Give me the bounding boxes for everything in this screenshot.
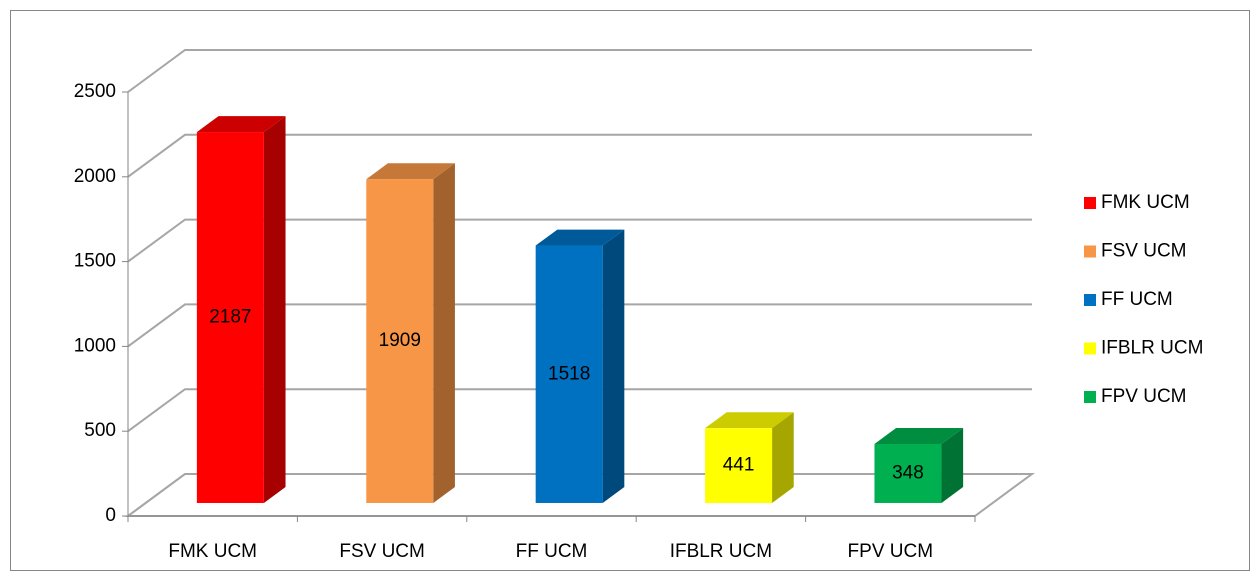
- y-tick-label: 1500: [74, 251, 116, 272]
- bar-top: [874, 427, 964, 444]
- legend-swatch: [1084, 391, 1096, 403]
- x-tick-label: FSV UCM: [339, 541, 425, 562]
- y-tick-label: 0: [105, 505, 116, 526]
- grid-line: [127, 218, 1032, 263]
- bar: [196, 132, 264, 503]
- legend-label: FSV UCM: [1101, 241, 1187, 262]
- grid-line: [127, 303, 1032, 348]
- x-tick-label: IFBLR UCM: [670, 541, 772, 562]
- bar-top: [705, 412, 794, 429]
- x-tick-label: FF UCM: [516, 541, 588, 562]
- x-tick-label: FMK UCM: [168, 541, 257, 562]
- bar: [366, 179, 434, 503]
- grid-line: [127, 133, 1032, 178]
- y-tick-label: 500: [84, 420, 116, 441]
- value-label: 2187: [209, 307, 251, 328]
- bar: [874, 443, 942, 503]
- value-label: 441: [723, 455, 755, 476]
- x-tick-label: FPV UCM: [848, 541, 934, 562]
- bar-side: [941, 427, 964, 503]
- y-tick-label: 2500: [74, 81, 116, 102]
- bar-side: [602, 229, 625, 503]
- legend-label: FMK UCM: [1101, 192, 1190, 213]
- bar-side: [263, 116, 286, 503]
- bar-top: [196, 116, 286, 133]
- value-label: 348: [892, 462, 924, 483]
- legend-swatch: [1084, 342, 1096, 355]
- legend-label: IFBLR UCM: [1101, 338, 1203, 359]
- bar-top: [535, 229, 625, 246]
- y-tick-label: 1000: [74, 335, 116, 356]
- bar: [705, 428, 773, 503]
- legend-swatch: [1084, 197, 1096, 209]
- bar-side: [433, 163, 455, 503]
- value-label: 1909: [379, 330, 421, 351]
- legend-swatch: [1084, 294, 1096, 306]
- value-label: 1518: [548, 363, 590, 384]
- y-tick-label: 2000: [74, 166, 116, 187]
- legend-swatch: [1084, 245, 1096, 258]
- bar-side: [772, 412, 794, 503]
- legend-label: FPV UCM: [1101, 386, 1187, 407]
- bar-top: [366, 163, 455, 180]
- grid-line: [127, 49, 1032, 93]
- bar: [535, 245, 603, 503]
- legend-label: FF UCM: [1101, 289, 1173, 310]
- grid-line: [127, 388, 1032, 433]
